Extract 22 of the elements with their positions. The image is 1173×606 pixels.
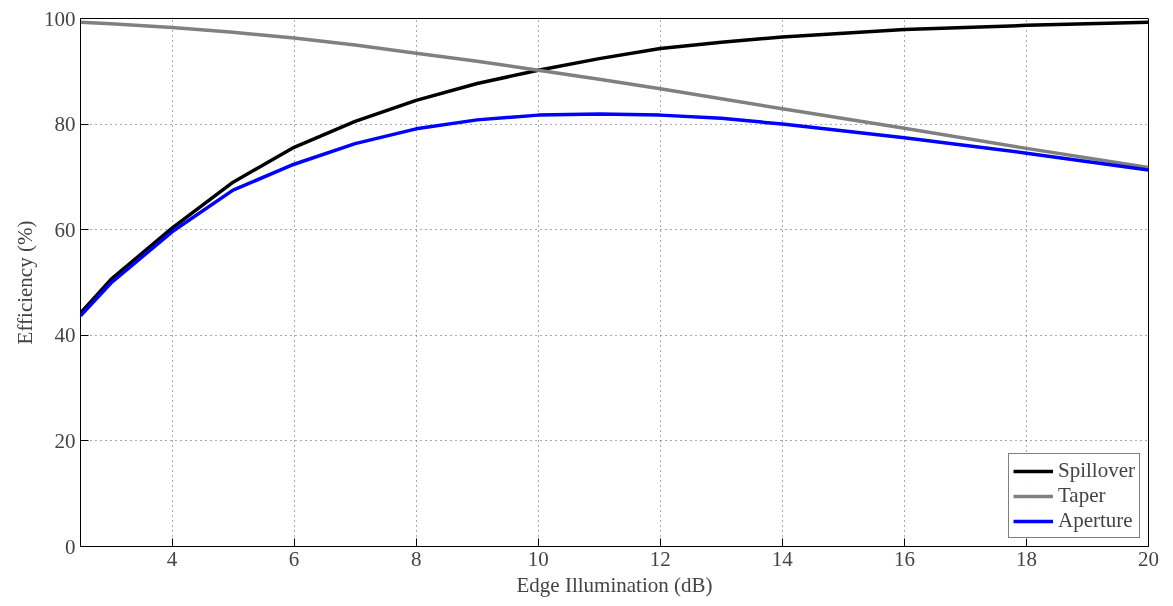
- x-tick-label: 16: [893, 546, 915, 571]
- line-series: [80, 112, 1149, 318]
- x-tick-label: 6: [288, 546, 300, 571]
- x-tick-label: 20: [1138, 546, 1159, 571]
- y-tick-label: 40: [54, 323, 76, 348]
- line-series: [80, 20, 1149, 170]
- x-tick-label: 8: [410, 546, 422, 571]
- x-tick-label: 10: [527, 546, 549, 571]
- legend-label: Aperture: [1058, 508, 1133, 533]
- legend-label: Spillover: [1058, 458, 1135, 483]
- x-tick-label: 12: [649, 546, 671, 571]
- x-axis-title: Edge Illumination (dB): [516, 572, 713, 597]
- x-tick-label: 14: [771, 546, 794, 571]
- x-tick-label: 18: [1015, 546, 1037, 571]
- y-tick-label: 0: [65, 534, 76, 559]
- x-tick-label: 4: [166, 546, 178, 571]
- y-tick-label: 100: [44, 6, 76, 31]
- y-axis-title: Efficiency (%): [13, 220, 37, 345]
- y-tick-label: 80: [54, 112, 76, 137]
- y-tick-label: 60: [54, 217, 76, 242]
- y-tick-label: 20: [54, 428, 76, 453]
- legend-label: Taper: [1058, 483, 1106, 508]
